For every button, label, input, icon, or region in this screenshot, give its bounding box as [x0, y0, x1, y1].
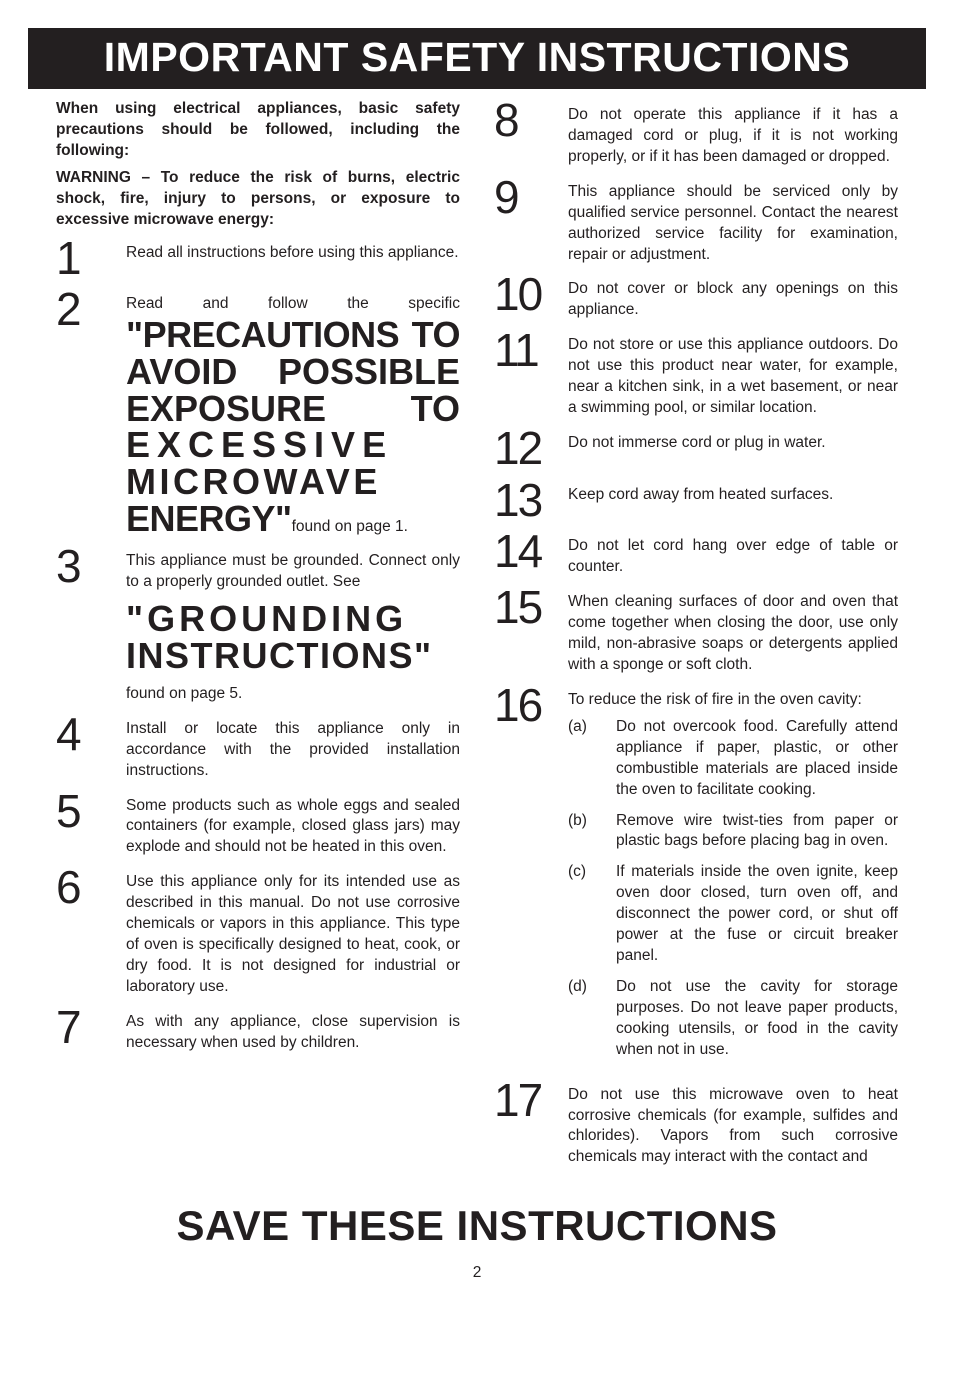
big-line: EXCESSIVE: [126, 427, 460, 464]
item-text: Do not store or use this appliance outdo…: [568, 329, 898, 419]
item-11: 11 Do not store or use this appliance ou…: [494, 329, 898, 419]
save-heading: SAVE THESE INSTRUCTIONS: [56, 1202, 898, 1250]
item-10: 10 Do not cover or block any openings on…: [494, 273, 898, 321]
item-text: Do not let cord hang over edge of table …: [568, 530, 898, 578]
item-number: 2: [56, 288, 126, 332]
item-number: 8: [494, 99, 568, 143]
item-number: 7: [56, 1006, 126, 1050]
subitem-b: (b) Remove wire twist-ties from paper or…: [568, 811, 898, 853]
item-text: Do not use this microwave oven to heat c…: [568, 1079, 898, 1169]
item-number: 14: [494, 530, 568, 574]
item-number: 4: [56, 713, 126, 757]
item-text: Read all instructions before using this …: [126, 237, 460, 264]
item-number: 1: [56, 237, 126, 281]
item-2: 2 Read and follow the specific "PRECAUTI…: [56, 288, 460, 537]
item-text: As with any appliance, close supervision…: [126, 1006, 460, 1054]
big-line: MICROWAVE: [126, 464, 460, 501]
item-number: 6: [56, 866, 126, 910]
item-number: 16: [494, 684, 568, 728]
item-6: 6 Use this appliance only for its intend…: [56, 866, 460, 998]
item-4: 4 Install or locate this appliance only …: [56, 713, 460, 782]
subtext: Do not use the cavity for storage purpos…: [616, 977, 898, 1061]
item-text: To reduce the risk of fire in the oven c…: [568, 684, 898, 1071]
item-1: 1 Read all instructions before using thi…: [56, 237, 460, 281]
item-17: 17 Do not use this microwave oven to hea…: [494, 1079, 898, 1169]
item-16: 16 To reduce the risk of fire in the ove…: [494, 684, 898, 1071]
item-text: When cleaning surfaces of door and oven …: [568, 586, 898, 676]
item-number: 15: [494, 586, 568, 630]
lead-text: This appliance must be grounded. Connect…: [126, 551, 460, 593]
item-8: 8 Do not operate this appliance if it ha…: [494, 99, 898, 168]
item-number: 12: [494, 427, 568, 471]
subtext: Remove wire twist-ties from paper or pla…: [616, 811, 898, 853]
item-13: 13 Keep cord away from heated surfaces.: [494, 479, 898, 523]
item-number: 17: [494, 1079, 568, 1123]
columns: When using electrical appliances, basic …: [56, 99, 898, 1176]
page: IMPORTANT SAFETY INSTRUCTIONS When using…: [0, 0, 954, 1302]
item-number: 11: [494, 329, 568, 373]
item-text: Do not operate this appliance if it has …: [568, 99, 898, 168]
item-text: This appliance must be grounded. Connect…: [126, 545, 460, 674]
item-text: Use this appliance only for its intended…: [126, 866, 460, 998]
intro-para-1: When using electrical appliances, basic …: [56, 99, 460, 162]
item-5: 5 Some products such as whole eggs and s…: [56, 790, 460, 859]
subitem-a: (a) Do not overcook food. Carefully atte…: [568, 717, 898, 801]
item-12: 12 Do not immerse cord or plug in water.: [494, 427, 898, 471]
subitem-d: (d) Do not use the cavity for storage pu…: [568, 977, 898, 1061]
sublabel: (d): [568, 977, 598, 1061]
item-number: 5: [56, 790, 126, 834]
item-text: Some products such as whole eggs and sea…: [126, 790, 460, 859]
big-line: AVOID POSSIBLE: [126, 354, 460, 391]
sublist: (a) Do not overcook food. Carefully atte…: [568, 717, 898, 1061]
item-number: 10: [494, 273, 568, 317]
item-number: 13: [494, 479, 568, 523]
right-column: 8 Do not operate this appliance if it ha…: [494, 99, 898, 1176]
item-14: 14 Do not let cord hang over edge of tab…: [494, 530, 898, 578]
page-number: 2: [56, 1264, 898, 1282]
big-line: INSTRUCTIONS": [126, 638, 460, 675]
sublabel: (b): [568, 811, 598, 853]
sublabel: (a): [568, 717, 598, 801]
subtext: If materials inside the oven ignite, kee…: [616, 862, 898, 967]
item-9: 9 This appliance should be serviced only…: [494, 176, 898, 266]
item-text: This appliance should be serviced only b…: [568, 176, 898, 266]
found-text: found on page 5.: [126, 685, 460, 703]
subtext: Do not overcook food. Carefully attend a…: [616, 717, 898, 801]
item-text: Do not cover or block any openings on th…: [568, 273, 898, 321]
sublabel: (c): [568, 862, 598, 967]
item-text: Install or locate this appliance only in…: [126, 713, 460, 782]
item-number: 9: [494, 176, 568, 220]
big-word: ENERGY": [126, 498, 292, 539]
left-column: When using electrical appliances, basic …: [56, 99, 460, 1176]
subitem-c: (c) If materials inside the oven ignite,…: [568, 862, 898, 967]
lead-text: Read and follow the specific: [126, 294, 460, 315]
item-number: 3: [56, 545, 126, 589]
item-text: Do not immerse cord or plug in water.: [568, 427, 898, 454]
item-7: 7 As with any appliance, close supervisi…: [56, 1006, 460, 1054]
big-line: ENERGY"found on page 1.: [126, 501, 460, 538]
big-line: EXPOSURE TO: [126, 391, 460, 428]
item-3: 3 This appliance must be grounded. Conne…: [56, 545, 460, 674]
found-inline: found on page 1.: [292, 518, 408, 535]
big-line: "GROUNDING: [126, 601, 460, 638]
lead-text: To reduce the risk of fire in the oven c…: [568, 690, 898, 711]
item-text: Keep cord away from heated surfaces.: [568, 479, 898, 506]
banner-title: IMPORTANT SAFETY INSTRUCTIONS: [28, 28, 926, 89]
item-text: Read and follow the specific "PRECAUTION…: [126, 288, 460, 537]
item-15: 15 When cleaning surfaces of door and ov…: [494, 586, 898, 676]
big-line: "PRECAUTIONS TO: [126, 317, 460, 354]
intro-para-2: WARNING – To reduce the risk of burns, e…: [56, 168, 460, 231]
